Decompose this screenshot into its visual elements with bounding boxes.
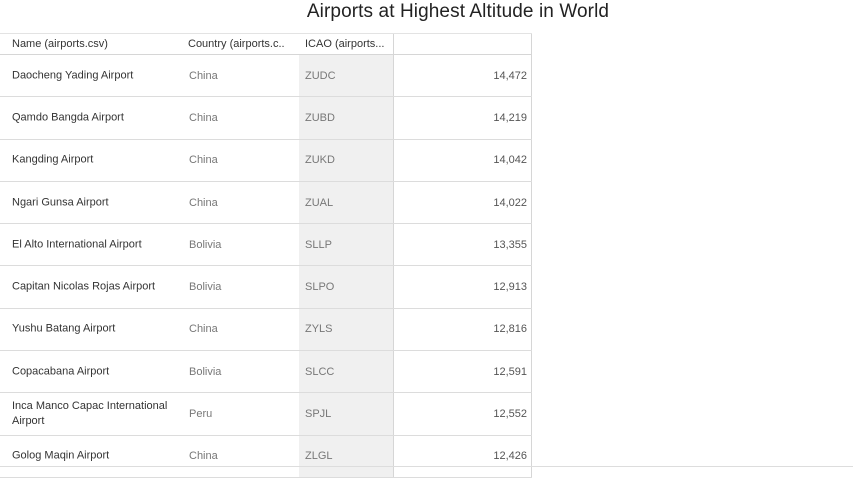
column-divider <box>393 55 394 478</box>
table-row[interactable]: Copacabana Airport Bolivia SLCC 12,591 <box>0 351 532 394</box>
table-right-border <box>531 34 532 54</box>
cell-altitude: 12,591 <box>493 365 527 378</box>
table-right-border <box>531 55 532 478</box>
cell-name: Golog Maqin Airport <box>12 449 110 462</box>
cell-altitude: 12,913 <box>493 281 527 294</box>
cell-country: Bolivia <box>189 238 222 251</box>
cell-name: El Alto International Airport <box>12 238 142 251</box>
table-row[interactable]: Ngari Gunsa Airport China ZUAL 14,022 <box>0 181 532 225</box>
cell-icao: SLLP <box>305 238 332 251</box>
icao-cell-background <box>299 181 393 224</box>
cell-icao: ZYLS <box>305 323 333 336</box>
cell-country: China <box>189 323 218 336</box>
cell-country: Bolivia <box>189 281 222 294</box>
icao-cell-background <box>299 139 393 181</box>
cell-icao: SLCC <box>305 365 335 378</box>
icao-cell-background <box>299 308 393 351</box>
column-header-name[interactable]: Name (airports.csv) <box>12 38 108 50</box>
table-row[interactable]: Inca Manco Capac International Airport Pe… <box>0 393 532 436</box>
icao-cell-background <box>299 266 393 308</box>
column-header-country[interactable]: Country (airports.c.. <box>188 38 285 50</box>
cell-name: Yushu Batang Airport <box>12 322 116 335</box>
column-divider <box>393 34 394 54</box>
cell-name: Qamdo Bangda Airport <box>12 111 124 124</box>
cell-icao: ZUAL <box>305 196 334 209</box>
icao-cell-background <box>299 224 393 266</box>
cell-country: Peru <box>189 408 213 421</box>
cell-country: China <box>189 111 218 124</box>
table-row[interactable]: Daocheng Yading Airport China ZUDC 14,472 <box>0 55 532 98</box>
icao-cell-background <box>299 55 393 97</box>
cell-icao: SLPO <box>305 281 335 294</box>
cell-icao: ZUDC <box>305 69 336 82</box>
icao-cell-background <box>299 393 393 435</box>
cell-altitude: 12,552 <box>493 408 527 421</box>
cell-altitude: 12,816 <box>493 323 527 336</box>
cell-name: Inca Manco Capac International Airport <box>12 400 168 428</box>
table-header: Name (airports.csv) Country (airports.c.… <box>0 33 532 55</box>
cell-icao: ZUKD <box>305 154 335 167</box>
cell-icao: ZUBD <box>305 111 335 124</box>
table-body: Daocheng Yading Airport China ZUDC 14,472 Qa… <box>0 55 532 478</box>
cell-name: Daocheng Yading Airport <box>12 69 134 82</box>
chart-title: Airports at Highest Altitude in World <box>306 1 610 22</box>
cell-altitude: 14,219 <box>493 111 527 124</box>
cell-altitude: 14,042 <box>493 154 527 167</box>
data-table: Name (airports.csv) Country (airports.c.… <box>0 33 532 478</box>
cell-altitude: 13,355 <box>493 238 527 251</box>
cell-name: Kangding Airport <box>12 153 94 166</box>
cell-altitude: 14,472 <box>493 69 527 82</box>
cell-name: Ngari Gunsa Airport <box>12 196 109 209</box>
icao-cell-background <box>299 435 393 477</box>
cell-altitude: 12,426 <box>493 450 527 463</box>
icao-cell-background <box>299 97 393 139</box>
cell-altitude: 14,022 <box>493 196 527 209</box>
cell-country: Bolivia <box>189 365 222 378</box>
table-row[interactable]: El Alto International Airport Bolivia SLLP… <box>0 224 532 267</box>
cell-name: Capitan Nicolas Rojas Airport <box>12 280 156 293</box>
table-row[interactable]: Yushu Batang Airport China ZYLS 12,816 <box>0 308 532 352</box>
cell-country: China <box>189 196 218 209</box>
cell-name: Copacabana Airport <box>12 365 110 378</box>
cell-icao: ZLGL <box>305 450 333 463</box>
table-row[interactable]: Qamdo Bangda Airport China ZUBD 14,219 <box>0 97 532 140</box>
cell-country: China <box>189 154 218 167</box>
column-header-icao[interactable]: ICAO (airports... <box>305 38 385 50</box>
table-row[interactable]: Capitan Nicolas Rojas Airport Bolivia SLPO… <box>0 266 532 309</box>
cell-country: China <box>189 69 218 82</box>
table-row[interactable]: Kangding Airport China ZUKD 14,042 <box>0 139 532 182</box>
bottom-divider <box>0 466 853 467</box>
cell-icao: SPJL <box>305 408 332 421</box>
table-row[interactable]: Golog Maqin Airport China ZLGL 12,426 <box>0 435 532 478</box>
cell-country: China <box>189 450 218 463</box>
icao-cell-background <box>299 351 393 393</box>
